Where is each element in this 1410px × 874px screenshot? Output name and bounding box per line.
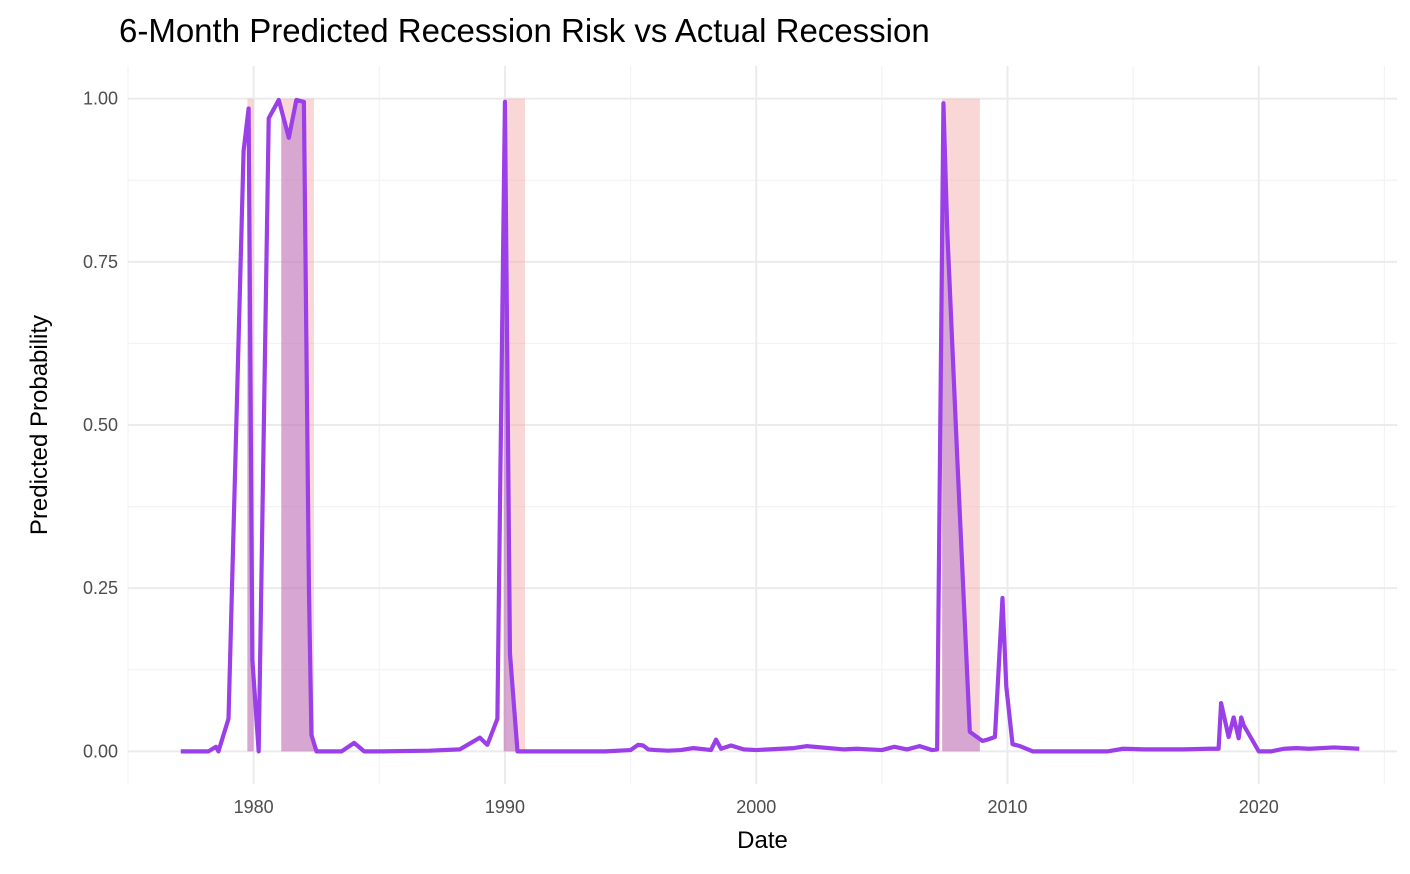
recession-overlap-area — [281, 99, 314, 752]
x-tick-label: 2020 — [1239, 797, 1279, 817]
recession-overlap-area — [942, 103, 980, 752]
y-tick-label: 0.75 — [83, 252, 118, 272]
y-axis-title: Predicted Probability — [26, 315, 53, 535]
x-tick-label: 1990 — [485, 797, 525, 817]
y-tick-label: 0.25 — [83, 578, 118, 598]
x-tick-label: 2010 — [987, 797, 1027, 817]
x-tick-label: 1980 — [234, 797, 274, 817]
prediction-line — [180, 97, 1360, 754]
chart-title: 6-Month Predicted Recession Risk vs Actu… — [119, 12, 930, 49]
x-axis-title: Date — [737, 827, 788, 854]
y-tick-label: 0.00 — [83, 741, 118, 761]
y-tick-label: 0.50 — [83, 415, 118, 435]
y-tick-label: 1.00 — [83, 89, 118, 109]
x-tick-label: 2000 — [736, 797, 776, 817]
